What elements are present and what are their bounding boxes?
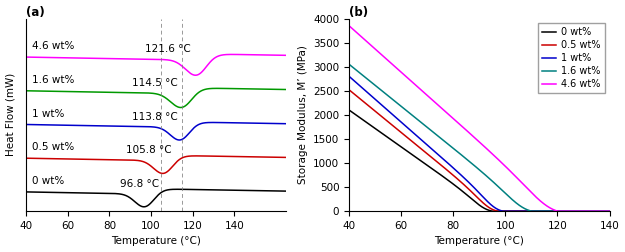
Text: (a): (a)	[26, 6, 45, 19]
Text: (b): (b)	[349, 6, 368, 19]
X-axis label: Temperature (°C): Temperature (°C)	[111, 236, 201, 246]
Text: 4.6 wt%: 4.6 wt%	[32, 41, 74, 51]
Y-axis label: Heat Flow (mW): Heat Flow (mW)	[6, 73, 16, 156]
Y-axis label: Storage Modulus, M’ (MPa): Storage Modulus, M’ (MPa)	[298, 45, 308, 184]
Text: 96.8 °C: 96.8 °C	[120, 179, 159, 189]
Legend: 0 wt%, 0.5 wt%, 1 wt%, 1.6 wt%, 4.6 wt%: 0 wt%, 0.5 wt%, 1 wt%, 1.6 wt%, 4.6 wt%	[538, 23, 605, 93]
Text: 114.5 °C: 114.5 °C	[132, 78, 178, 88]
Text: 1.6 wt%: 1.6 wt%	[32, 75, 74, 85]
Text: 105.8 °C: 105.8 °C	[126, 145, 172, 155]
X-axis label: Temperature (°C): Temperature (°C)	[434, 236, 524, 246]
Text: 113.8 °C: 113.8 °C	[132, 112, 178, 122]
Text: 121.6 °C: 121.6 °C	[145, 44, 191, 54]
Text: 1 wt%: 1 wt%	[32, 109, 64, 119]
Text: 0.5 wt%: 0.5 wt%	[32, 142, 74, 152]
Text: 0 wt%: 0 wt%	[32, 176, 64, 186]
